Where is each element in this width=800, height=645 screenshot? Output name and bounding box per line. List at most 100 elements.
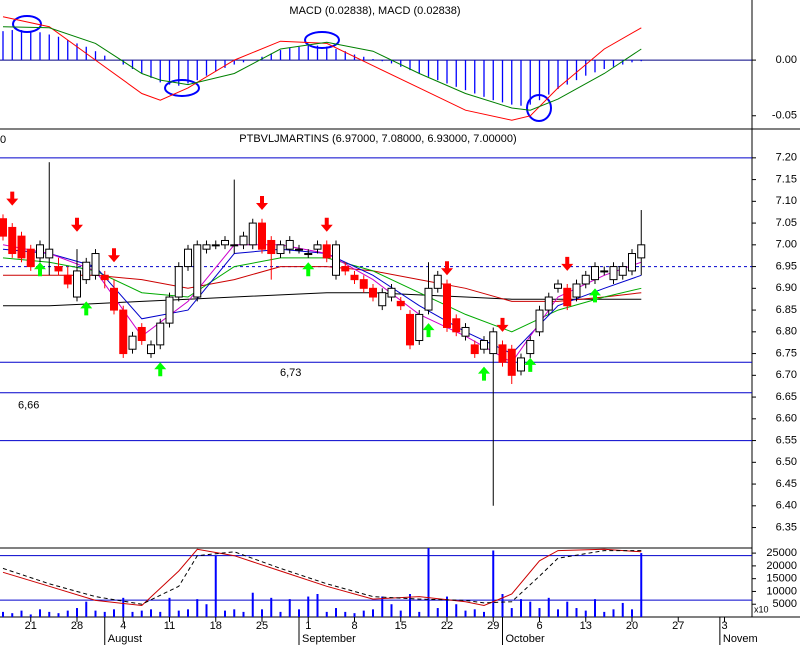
level-label: 6,73 — [280, 367, 301, 379]
y-tick-label: 5000 — [773, 598, 797, 610]
y-tick-label: 6.55 — [776, 434, 797, 446]
candle-body — [637, 244, 646, 259]
y-tick-label: 25000 — [766, 547, 797, 559]
x-tick-label: 1 — [305, 620, 311, 632]
candle-body — [517, 357, 525, 372]
month-label: August — [108, 633, 142, 645]
buy-arrow — [422, 323, 435, 338]
y-tick-label: 6.70 — [776, 369, 797, 381]
candle-body — [341, 266, 350, 272]
candle-body — [554, 283, 562, 289]
y-tick-label: 6.90 — [776, 282, 797, 294]
candle-body — [535, 309, 544, 333]
candle-body — [544, 296, 553, 311]
x-tick-label: 6 — [536, 620, 542, 632]
candle-body — [359, 279, 368, 289]
corner-label: 0 — [0, 134, 6, 146]
y-tick-label: 6.60 — [776, 413, 797, 425]
y-tick-label: 7.05 — [776, 217, 797, 229]
indicator-line — [2, 548, 642, 607]
candle-body — [507, 348, 516, 376]
candle-body — [202, 244, 211, 250]
x-tick-label: 25 — [256, 620, 268, 632]
candle-body — [285, 239, 294, 250]
y-tick-label: 15000 — [766, 573, 797, 585]
sell-arrow — [6, 191, 19, 206]
candle-body — [221, 239, 229, 246]
candle-body — [165, 296, 174, 324]
buy-arrow — [478, 366, 490, 381]
candle-body — [489, 331, 498, 355]
y-tick-label: 6.80 — [776, 326, 797, 338]
x-tick-label: 13 — [580, 620, 592, 632]
candle-body — [0, 218, 7, 237]
candle-body — [17, 235, 26, 259]
candle-body — [147, 344, 155, 355]
buy-arrow — [34, 262, 46, 277]
candle-body — [433, 274, 442, 289]
y-tick-label: 6.40 — [776, 500, 797, 512]
candle-body — [424, 287, 433, 311]
candle-body — [461, 326, 470, 337]
candle-body — [184, 248, 192, 268]
candle-body — [470, 344, 479, 355]
candle-body — [350, 274, 359, 281]
month-label: October — [506, 633, 545, 645]
sell-arrow — [441, 261, 453, 276]
candle-body — [73, 270, 81, 298]
candle-body — [8, 226, 17, 255]
candle-body — [591, 266, 599, 281]
candle-body — [369, 287, 377, 298]
buy-arrow — [589, 288, 601, 303]
candle-body — [230, 244, 239, 247]
candle-body — [239, 235, 248, 246]
y-tick-label: -0.05 — [772, 110, 797, 122]
candle-body — [406, 313, 414, 346]
y-tick-label: 10000 — [766, 585, 797, 597]
candle-body — [628, 253, 636, 272]
candle-body — [322, 244, 331, 259]
y-tick-label: 7.00 — [776, 239, 797, 251]
candle-body — [100, 274, 109, 281]
candle-body — [415, 313, 424, 342]
candle-body — [572, 283, 581, 298]
sell-arrow — [108, 248, 120, 263]
y-tick-label: 6.65 — [776, 391, 797, 403]
candle-body — [526, 340, 535, 355]
x-tick-label: 4 — [120, 620, 126, 632]
candle-body — [563, 287, 572, 307]
candle-body — [91, 253, 100, 276]
candle-body — [63, 274, 72, 285]
y-tick-label: 6.45 — [776, 478, 797, 490]
highlight-circle — [164, 79, 200, 97]
candle-body — [609, 266, 618, 281]
x-tick-label: 18 — [210, 620, 222, 632]
candle-body — [193, 244, 202, 298]
candle-body — [258, 222, 266, 250]
y-tick-label: 6.95 — [776, 260, 797, 272]
level-label: 6,66 — [18, 400, 39, 412]
candle-body — [54, 266, 63, 272]
y-tick-label: 20000 — [766, 560, 797, 572]
y-tick-label: 0.00 — [776, 54, 797, 66]
x-tick-label: 11 — [164, 620, 175, 632]
indicator-line — [3, 266, 642, 302]
candle-body — [581, 274, 590, 285]
candle-body — [267, 239, 276, 255]
candle-body — [396, 300, 405, 307]
y-tick-label: 7.10 — [776, 195, 797, 207]
x-tick-label: 8 — [351, 620, 357, 632]
price-title: PTBVLJMARTINS (6.97000, 7.08000, 6.93000… — [239, 133, 516, 145]
candle-body — [313, 244, 322, 250]
candle-body — [119, 309, 128, 355]
sell-arrow — [71, 217, 83, 232]
candle-body — [137, 326, 146, 342]
month-label: Novem — [723, 633, 758, 645]
x-tick-label: 3 — [721, 620, 727, 632]
buy-arrow — [154, 362, 167, 377]
buy-arrow — [524, 357, 537, 372]
y-tick-label: 7.15 — [776, 173, 797, 185]
candle-body — [110, 287, 118, 311]
